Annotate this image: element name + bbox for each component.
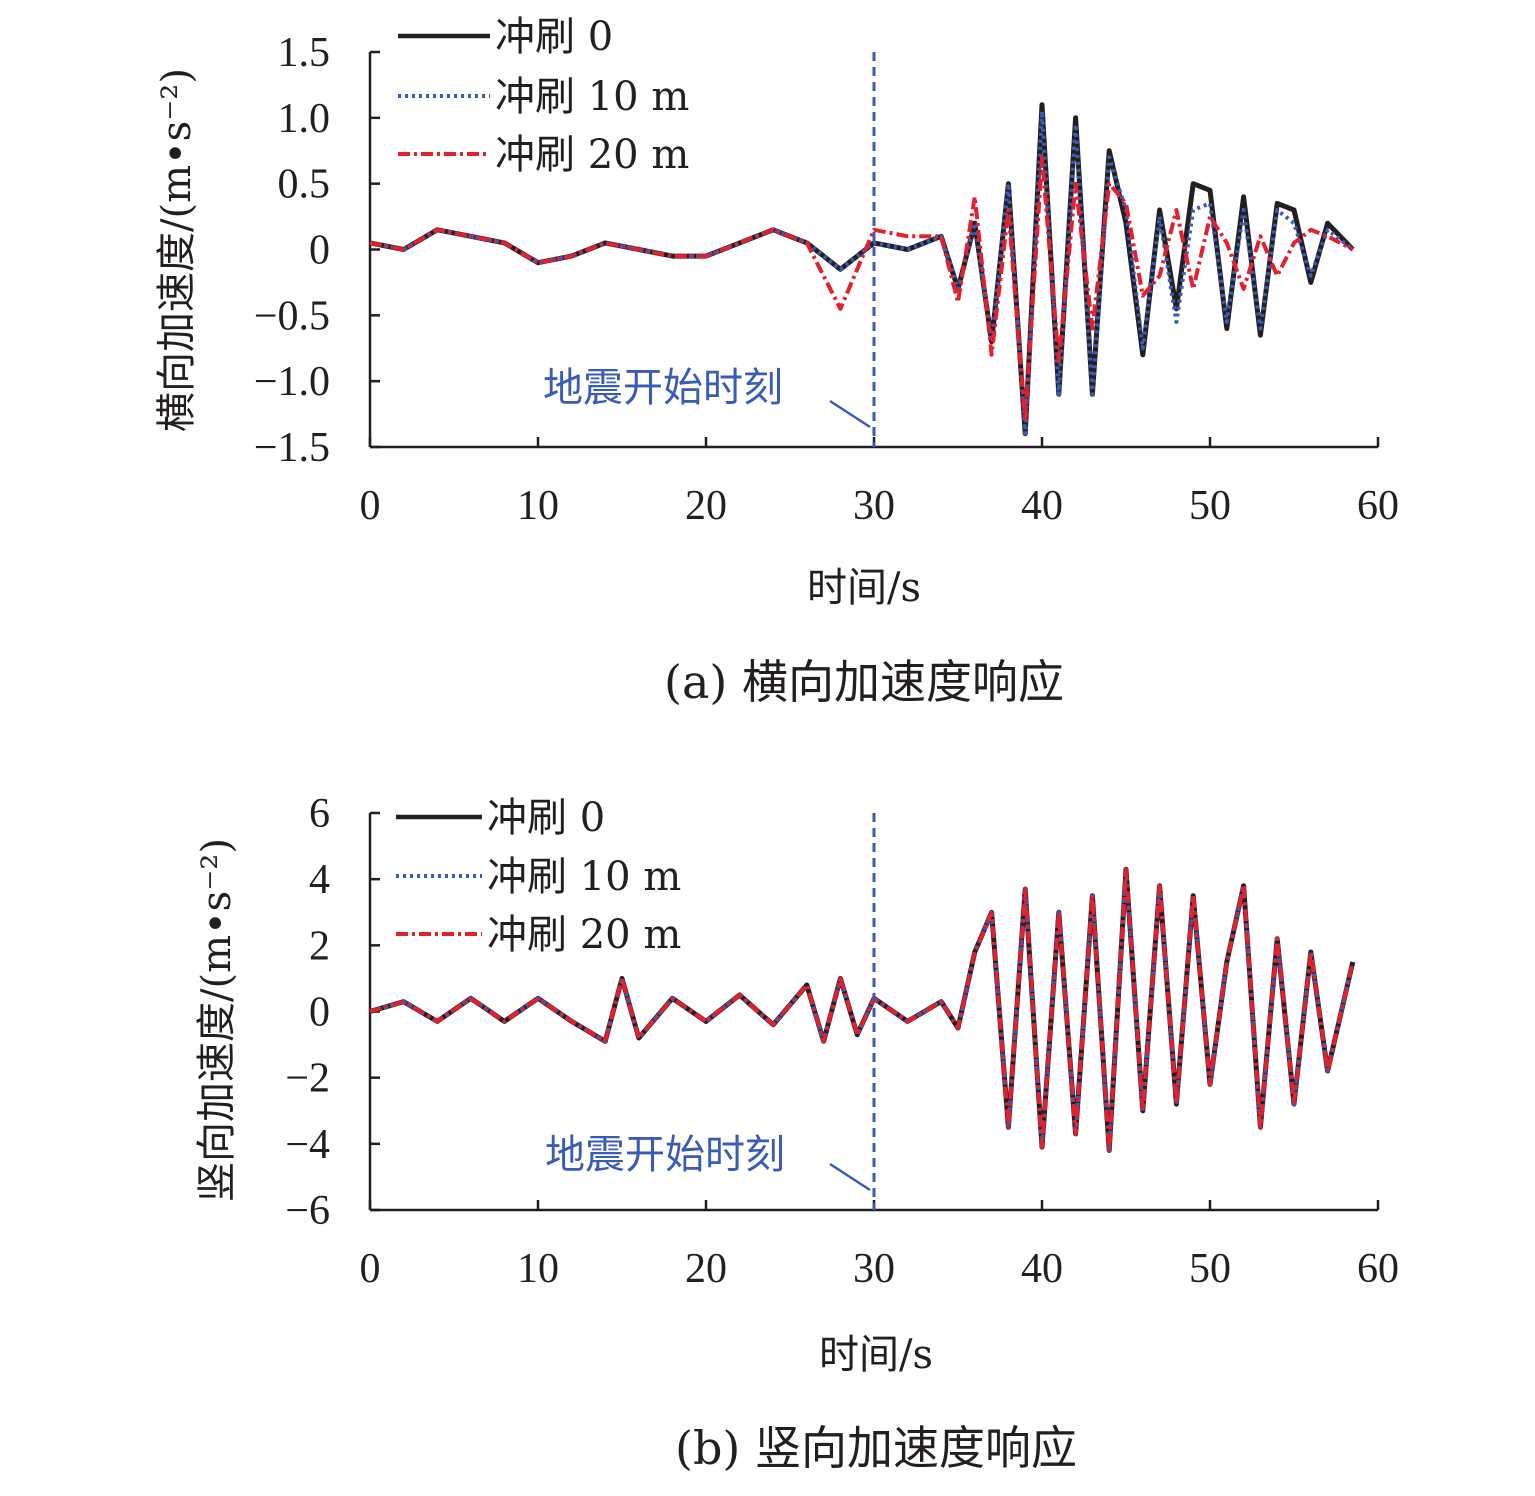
series-lines	[369, 102, 1355, 437]
legend-label-series0: 冲刷 0	[495, 14, 613, 60]
x-tick-label: 50	[1189, 483, 1231, 529]
x-axis-title: 时间/s	[807, 565, 921, 611]
y-tick-label: 0	[309, 990, 330, 1036]
legend-label-series20: 冲刷 20 m	[487, 912, 681, 958]
y-tick-label: 0	[309, 228, 330, 274]
y-ticks: 6 4 2 0 −2 −4 −6	[285, 791, 380, 1234]
x-tick-label: 30	[853, 1246, 895, 1292]
x-tick-label: 10	[517, 483, 559, 529]
y-tick-label: −1.0	[254, 359, 330, 405]
x-tick-label: 20	[685, 1246, 727, 1292]
chart-panel-a: 1.5 1.0 0.5 0 −0.5 −1.0 −1.5 0 10 20 30 40 50 60 地震开…	[154, 14, 1399, 709]
plot-area: 1.5 1.0 0.5 0 −0.5 −1.0 −1.5 0 10 20 30 40 50 60 地震开…	[254, 30, 1399, 529]
x-tick-label: 20	[685, 483, 727, 529]
y-tick-label: 0.5	[278, 162, 331, 208]
x-tick-label: 30	[853, 483, 895, 529]
x-axis-title: 时间/s	[819, 1332, 933, 1378]
panel-caption: (a) 横向加速度响应	[664, 655, 1064, 709]
annotation-label: 地震开始时刻	[543, 365, 783, 411]
y-tick-label: 4	[309, 857, 330, 903]
y-axis-title: 横向加速度/(m•s⁻²)	[154, 68, 200, 432]
y-tick-label: −6	[285, 1188, 330, 1234]
x-tick-label: 60	[1357, 1246, 1399, 1292]
x-tick-label: 50	[1189, 1246, 1231, 1292]
annotation-label: 地震开始时刻	[545, 1132, 785, 1178]
annotation-leader-line	[829, 1162, 871, 1192]
legend: 冲刷 0 冲刷 10 m 冲刷 20 m	[396, 795, 681, 958]
y-tick-label: −4	[285, 1122, 330, 1168]
legend-label-series10: 冲刷 10 m	[487, 854, 681, 900]
series-line-2	[369, 867, 1355, 1153]
x-ticks: 0 10 20 30 40 50 60	[360, 437, 1399, 529]
y-tick-label: −0.5	[254, 293, 330, 339]
y-tick-label: 6	[309, 791, 330, 837]
x-tick-label: 40	[1021, 483, 1063, 529]
x-tick-label: 40	[1021, 1246, 1063, 1292]
y-tick-label: 1.5	[278, 30, 331, 76]
x-ticks: 0 10 20 30 40 50 60	[360, 1200, 1399, 1292]
y-axis-title: 竖向加速度/(m•s⁻²)	[194, 838, 240, 1202]
annotation-leader-line	[829, 399, 871, 429]
y-ticks: 1.5 1.0 0.5 0 −0.5 −1.0 −1.5	[254, 30, 380, 471]
panel-caption: (b) 竖向加速度响应	[675, 1421, 1077, 1475]
y-tick-label: −2	[285, 1056, 330, 1102]
legend: 冲刷 0 冲刷 10 m 冲刷 20 m	[398, 14, 689, 178]
x-tick-label: 60	[1357, 483, 1399, 529]
y-tick-label: 1.0	[278, 96, 331, 142]
x-tick-label: 10	[517, 1246, 559, 1292]
legend-label-series20: 冲刷 20 m	[495, 132, 689, 178]
x-tick-label: 0	[360, 1246, 381, 1292]
legend-label-series10: 冲刷 10 m	[495, 74, 689, 120]
legend-label-series0: 冲刷 0	[487, 795, 605, 841]
x-tick-label: 0	[360, 483, 381, 529]
y-tick-label: 2	[309, 923, 330, 969]
series-line-1	[369, 109, 1355, 436]
series-lines	[369, 866, 1356, 1153]
y-tick-label: −1.5	[254, 425, 330, 471]
series-line-2	[369, 155, 1354, 423]
